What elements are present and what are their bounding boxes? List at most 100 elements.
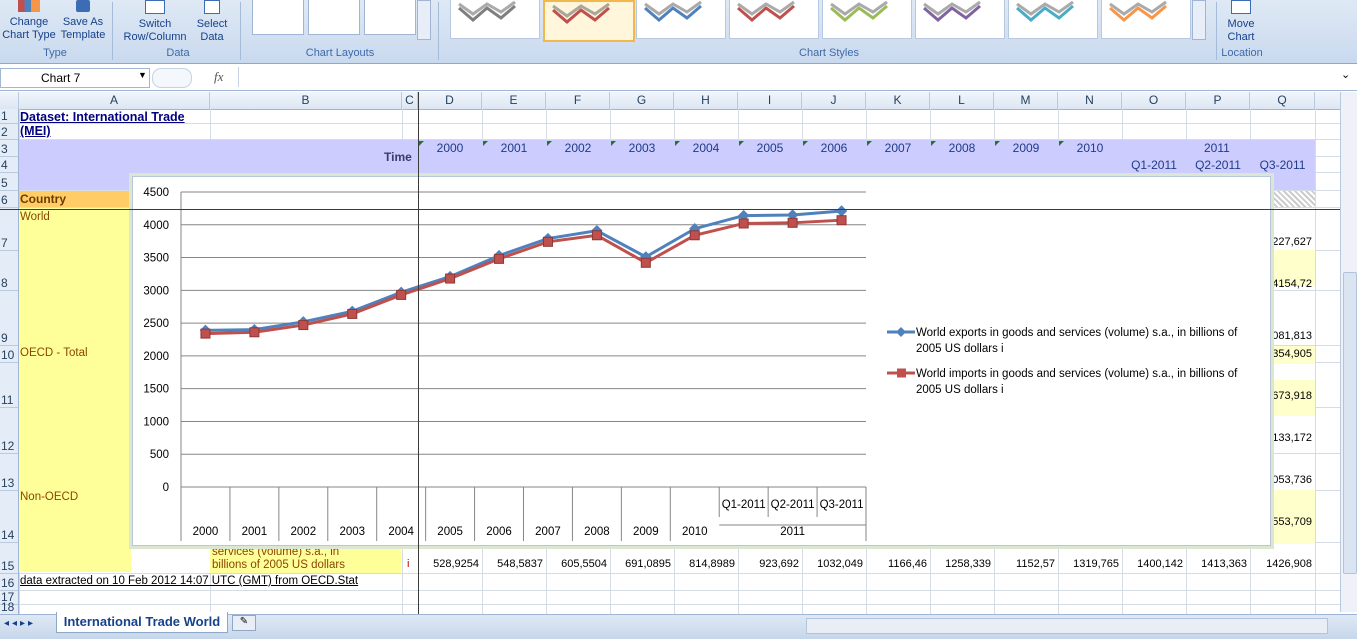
column-header-M[interactable]: M xyxy=(994,92,1058,109)
year-header-2006[interactable]: 2006 xyxy=(820,141,848,155)
formula-bar-expander[interactable] xyxy=(152,68,192,88)
year-header-2005[interactable]: 2005 xyxy=(756,141,784,155)
q3-partial-value[interactable]: 553,709 xyxy=(1272,516,1312,528)
q3-partial-value[interactable]: 2133,172 xyxy=(1266,432,1312,444)
sheet-tab-international-trade-world[interactable]: International Trade World xyxy=(56,612,228,633)
row-header-13[interactable]: 13 xyxy=(1,476,15,490)
row-header-15[interactable]: 15 xyxy=(1,559,15,573)
scroll-thumb[interactable] xyxy=(1343,272,1357,574)
row-header-8[interactable]: 8 xyxy=(1,276,8,290)
column-header-O[interactable]: O xyxy=(1122,92,1186,109)
row15-value[interactable]: 1258,339 xyxy=(945,558,991,570)
row15-value[interactable]: 1426,908 xyxy=(1266,558,1312,570)
row-header-1[interactable]: 1 xyxy=(1,109,8,123)
year-header-2001[interactable]: 2001 xyxy=(500,141,528,155)
column-header-G[interactable]: G xyxy=(610,92,674,109)
year-header-2002[interactable]: 2002 xyxy=(564,141,592,155)
row-header-4[interactable]: 4 xyxy=(1,158,8,172)
year-header-2003[interactable]: 2003 xyxy=(628,141,656,155)
chart-layout-3[interactable] xyxy=(364,0,416,35)
chart-style-6[interactable] xyxy=(915,0,1005,39)
q3-partial-value[interactable]: 4081,813 xyxy=(1266,330,1312,342)
row15-value[interactable]: 548,5837 xyxy=(497,558,543,570)
chart-style-5[interactable] xyxy=(822,0,912,39)
save-as-template-button[interactable]: Save As Template xyxy=(58,0,108,42)
move-chart-button[interactable]: Move Chart xyxy=(1220,0,1262,44)
styles-more-button[interactable] xyxy=(1192,0,1206,40)
row15-value[interactable]: 1400,142 xyxy=(1137,558,1183,570)
chevron-down-icon[interactable]: ▼ xyxy=(138,70,147,80)
quarter-header-Q2-2011[interactable]: Q2-2011 xyxy=(1195,158,1241,172)
row15-value[interactable]: 1413,363 xyxy=(1201,558,1247,570)
row-header-6[interactable]: 6 xyxy=(1,193,8,207)
chart-layout-2[interactable] xyxy=(308,0,360,35)
function-icon[interactable]: fx xyxy=(214,69,224,84)
formula-input[interactable] xyxy=(238,67,1339,87)
column-header-B[interactable]: B xyxy=(210,92,402,109)
chart-style-1[interactable] xyxy=(450,0,540,39)
row15-value[interactable]: 528,9254 xyxy=(433,558,479,570)
q3-partial-value[interactable]: 4154,72 xyxy=(1272,278,1312,290)
row-header-18[interactable]: 18 xyxy=(1,600,15,614)
row-header-9[interactable]: 9 xyxy=(1,331,8,345)
column-header-N[interactable]: N xyxy=(1058,92,1122,109)
year-header-2007[interactable]: 2007 xyxy=(884,141,912,155)
chart-style-3[interactable] xyxy=(636,0,726,39)
row15-value[interactable]: 923,692 xyxy=(759,558,799,570)
row-header-2[interactable]: 2 xyxy=(1,125,8,139)
row15-value[interactable]: 691,0895 xyxy=(625,558,671,570)
row-header-17[interactable]: 17 xyxy=(1,590,15,604)
year-header-2008[interactable]: 2008 xyxy=(948,141,976,155)
row-header-3[interactable]: 3 xyxy=(1,142,8,156)
chart-style-8[interactable] xyxy=(1101,0,1191,39)
row-header-5[interactable]: 5 xyxy=(1,176,8,190)
insert-sheet-icon[interactable]: ✎ xyxy=(232,615,256,631)
data-extracted-footer[interactable]: data extracted on 10 Feb 2012 14:07 UTC … xyxy=(20,575,359,587)
row-header-7[interactable]: 7 xyxy=(1,236,8,250)
column-header-Q[interactable]: Q xyxy=(1250,92,1315,109)
quarter-header-Q1-2011[interactable]: Q1-2011 xyxy=(1131,158,1177,172)
embedded-chart[interactable]: 0 500 1000 1500 2000 2500 3000 3500 4000 4500 2000… xyxy=(132,176,1271,546)
dataset-link[interactable]: Dataset: International Trade (MEI) xyxy=(20,110,185,138)
column-header-L[interactable]: L xyxy=(930,92,994,109)
chart-style-7[interactable] xyxy=(1008,0,1098,39)
name-box[interactable]: Chart 7 ▼ xyxy=(0,68,150,88)
layouts-more-button[interactable] xyxy=(417,0,431,40)
row15-value[interactable]: 605,5504 xyxy=(561,558,607,570)
row15-value[interactable]: 814,8989 xyxy=(689,558,735,570)
column-header-K[interactable]: K xyxy=(866,92,930,109)
row-header-12[interactable]: 12 xyxy=(1,439,15,453)
change-chart-type-button[interactable]: Change Chart Type xyxy=(2,0,56,42)
row15-value[interactable]: 1319,765 xyxy=(1073,558,1119,570)
horizontal-scrollbar[interactable] xyxy=(806,618,1328,634)
row-header-11[interactable]: 11 xyxy=(1,393,14,407)
info-flag-link[interactable]: i xyxy=(407,558,410,570)
column-header-A[interactable]: A xyxy=(19,92,210,109)
select-data-button[interactable]: Select Data xyxy=(192,0,232,44)
year-header-2000[interactable]: 2000 xyxy=(436,141,464,155)
row15-value[interactable]: 1166,46 xyxy=(888,558,927,570)
expand-formula-bar-icon[interactable]: ⌄ xyxy=(1341,69,1351,81)
year-header-2010[interactable]: 2010 xyxy=(1076,141,1104,155)
tab-nav-arrows-icon[interactable]: ◂◂▸▸ xyxy=(4,618,37,629)
switch-row-column-button[interactable]: Switch Row/Column xyxy=(120,0,190,44)
row15-value[interactable]: 1032,049 xyxy=(817,558,863,570)
column-header-C[interactable]: C xyxy=(402,92,418,109)
column-header-I[interactable]: I xyxy=(738,92,802,109)
year-header-2009[interactable]: 2009 xyxy=(1012,141,1040,155)
column-header-J[interactable]: J xyxy=(802,92,866,109)
year-header-2004[interactable]: 2004 xyxy=(692,141,720,155)
chart-style-4[interactable] xyxy=(729,0,819,39)
vertical-scrollbar[interactable] xyxy=(1340,92,1357,612)
quarter-header-Q3-2011[interactable]: Q3-2011 xyxy=(1259,158,1306,172)
chart-style-2[interactable] xyxy=(543,0,635,42)
select-all-corner[interactable] xyxy=(0,92,19,109)
q3-partial-value[interactable]: 1354,905 xyxy=(1266,348,1312,360)
column-header-E[interactable]: E xyxy=(482,92,546,109)
chart-layout-1[interactable] xyxy=(252,0,304,35)
column-header-P[interactable]: P xyxy=(1186,92,1250,109)
q3-partial-value[interactable]: 2673,918 xyxy=(1266,390,1312,402)
column-header-H[interactable]: H xyxy=(674,92,738,109)
row-header-16[interactable]: 16 xyxy=(1,576,15,590)
q3-partial-value[interactable]: 4227,627 xyxy=(1266,236,1312,248)
